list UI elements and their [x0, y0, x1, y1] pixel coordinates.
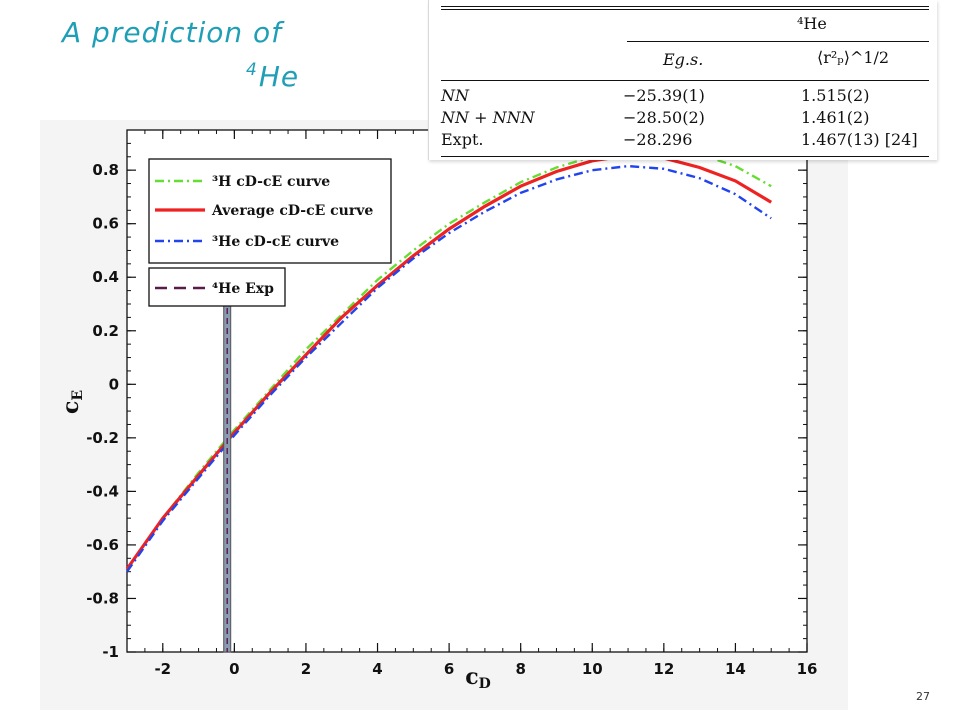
legend: ³H cD-cE curve Average cD-cE curve ³He cD-… [148, 158, 392, 307]
table-col-energy: Eg.s. [663, 50, 704, 69]
y-tick-label: -1 [102, 643, 119, 661]
table-cell-energy: −28.296 [623, 130, 693, 149]
table-cell-radius: 1.515(2) [801, 86, 870, 105]
y-tick-label: -0.4 [86, 482, 119, 500]
slide-subtitle: 4He [246, 60, 299, 93]
table-top-rule-2 [441, 9, 929, 10]
x-tick-label: 16 [797, 660, 818, 678]
y-tick-label: -0.8 [86, 589, 119, 607]
table-header-rule [441, 80, 929, 81]
results-table: ⁴He Eg.s. ⟨r²ₚ⟩^1/2 NN −25.39(1) 1.515(2) N… [428, 0, 937, 160]
table-cell-energy: −28.50(2) [623, 108, 705, 127]
y-tick-label: 0.8 [92, 161, 119, 179]
legend-label-1: Average cD-cE curve [211, 203, 373, 219]
x-tick-label: 6 [444, 660, 454, 678]
y-tick-label: 0.6 [92, 215, 119, 233]
x-tick-label: 2 [301, 660, 311, 678]
legend-label-exp: ⁴He Exp [212, 281, 274, 297]
x-tick-label: 14 [725, 660, 746, 678]
x-axis-label: cD [465, 664, 491, 692]
table-group-header: ⁴He [797, 14, 827, 33]
legend-box [148, 158, 392, 264]
table-cell-radius: 1.467(13) [24] [801, 130, 918, 149]
series-line-2 [126, 164, 772, 573]
subtitle-superscript: 4 [246, 60, 258, 80]
legend-entry-exp: ⁴He Exp [155, 281, 274, 297]
table-cell-label: NN [441, 86, 469, 105]
table-group-rule [627, 41, 929, 42]
vertical-marker [223, 297, 232, 653]
x-tick-label: 10 [582, 660, 603, 678]
x-tick-label: 0 [229, 660, 239, 678]
x-tick-label: -2 [154, 660, 171, 678]
table-bottom-rule [441, 156, 929, 157]
table-cell-energy: −25.39(1) [623, 86, 705, 105]
y-tick-label: 0.4 [92, 268, 119, 286]
table-cell-radius: 1.461(2) [801, 108, 870, 127]
table-top-rule [441, 6, 929, 7]
y-tick-label: -0.6 [86, 536, 119, 554]
x-tick-label: 12 [653, 660, 674, 678]
x-tick-label: 4 [372, 660, 382, 678]
legend-label-2: ³He cD-cE curve [212, 234, 339, 250]
page-number: 27 [916, 690, 930, 703]
y-tick-label: 0 [109, 375, 119, 393]
y-tick-label: 0.2 [92, 322, 119, 340]
table-cell-label: NN + NNN [441, 108, 535, 127]
subtitle-element: He [258, 60, 300, 93]
legend-box-exp [148, 267, 286, 307]
table-cell-label: Expt. [441, 130, 484, 149]
x-tick-label: 8 [515, 660, 525, 678]
slide-title: A prediction of [62, 16, 283, 49]
legend-entries: ³H cD-cE curve Average cD-cE curve ³He cD-… [155, 174, 373, 250]
y-tick-label: -0.2 [86, 429, 119, 447]
legend-label-0: ³H cD-cE curve [212, 174, 330, 190]
tick-labels: -2 0 2 4 6 8 10 12 14 16 -1 -0.8 -0.6 -0.4 -0.2 0 0.2 0.4… [86, 161, 817, 678]
table-col-radius: ⟨r²ₚ⟩^1/2 [817, 48, 890, 67]
